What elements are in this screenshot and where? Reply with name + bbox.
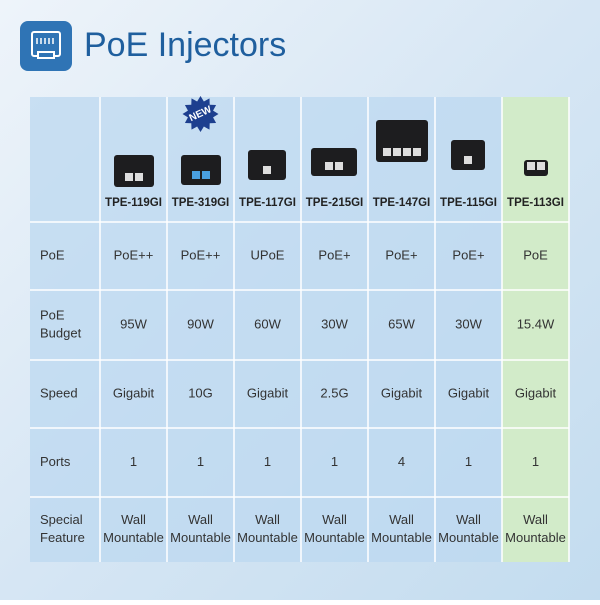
cell-value: 30W	[321, 316, 348, 331]
row-label: Budget	[40, 325, 82, 340]
row-label: Speed	[40, 385, 78, 400]
device-port	[192, 171, 200, 179]
device-image	[248, 150, 286, 180]
row-label: PoE	[40, 247, 65, 262]
row-label: Ports	[40, 454, 71, 469]
cell-value: PoE++	[114, 247, 154, 262]
cell-value: Mountable	[170, 530, 231, 545]
cell-value: PoE+	[385, 247, 417, 262]
cell-value: 15.4W	[517, 316, 555, 331]
logo-icon	[20, 21, 72, 71]
cell-value: 1	[532, 454, 539, 469]
cell-value: Gigabit	[113, 385, 155, 400]
product-name: TPE-113GI	[507, 197, 564, 209]
product-name: TPE-215GI	[306, 197, 364, 209]
cell-value: Wall	[121, 512, 146, 527]
cell-value: Mountable	[304, 530, 365, 545]
cell-value: PoE+	[318, 247, 350, 262]
cell-value: 1	[130, 454, 137, 469]
device-port	[527, 162, 535, 170]
cell-value: Mountable	[505, 530, 566, 545]
cell-value: Mountable	[103, 530, 164, 545]
cell-value: Mountable	[371, 530, 432, 545]
cell-value: 4	[398, 454, 405, 469]
cell-value: PoE+	[452, 247, 484, 262]
cell-value: 30W	[455, 316, 482, 331]
device-port	[537, 162, 545, 170]
device-port	[383, 148, 391, 156]
cell-value: 1	[264, 454, 271, 469]
cell-value: 90W	[187, 316, 214, 331]
cell-value: Wall	[322, 512, 347, 527]
cell-value: Wall	[188, 512, 213, 527]
product-name: TPE-319GI	[172, 197, 230, 209]
product-name: TPE-115GI	[440, 197, 497, 209]
device-port	[325, 162, 333, 170]
cell-value: PoE	[523, 247, 548, 262]
row-label: PoE	[40, 307, 65, 322]
cell-value: 1	[197, 454, 204, 469]
cell-value: 65W	[388, 316, 415, 331]
cell-value: Wall	[523, 512, 548, 527]
device-image	[181, 155, 221, 185]
cell-value: 1	[465, 454, 472, 469]
device-port	[393, 148, 401, 156]
cell-value: Mountable	[237, 530, 298, 545]
cell-value: Wall	[456, 512, 481, 527]
device-port	[125, 173, 133, 181]
row-label: Feature	[40, 530, 85, 545]
cell-value: UPoE	[251, 247, 285, 262]
cell-value: Gigabit	[247, 385, 289, 400]
table-bg	[30, 97, 569, 562]
device-port	[464, 156, 472, 164]
cell-value: 60W	[254, 316, 281, 331]
device-port	[135, 173, 143, 181]
cell-value: Gigabit	[381, 385, 423, 400]
cell-value: 95W	[120, 316, 147, 331]
device-port	[263, 166, 271, 174]
cell-value: 10G	[188, 385, 213, 400]
new-badge	[182, 96, 219, 132]
product-name: TPE-117GI	[239, 197, 296, 209]
cell-value: Wall	[389, 512, 414, 527]
cell-value: 1	[331, 454, 338, 469]
cell-value: Gigabit	[448, 385, 490, 400]
device-image	[311, 148, 357, 176]
device-image	[114, 155, 154, 187]
device-image	[451, 140, 485, 170]
cell-value: Mountable	[438, 530, 499, 545]
product-name: TPE-147GI	[373, 197, 431, 209]
device-port	[202, 171, 210, 179]
comparison-table: TPE-119GI TPE-319GI TPE-117GI TPE-215GI TPE-…	[30, 96, 570, 562]
device-port	[403, 148, 411, 156]
device-port	[335, 162, 343, 170]
row-label: Special	[40, 512, 83, 527]
device-port	[413, 148, 421, 156]
cell-value: Gigabit	[515, 385, 557, 400]
cell-value: 2.5G	[320, 385, 348, 400]
cell-value: Wall	[255, 512, 280, 527]
product-name: TPE-119GI	[105, 197, 162, 209]
page-title: PoE Injectors	[84, 26, 286, 64]
cell-value: PoE++	[181, 247, 221, 262]
